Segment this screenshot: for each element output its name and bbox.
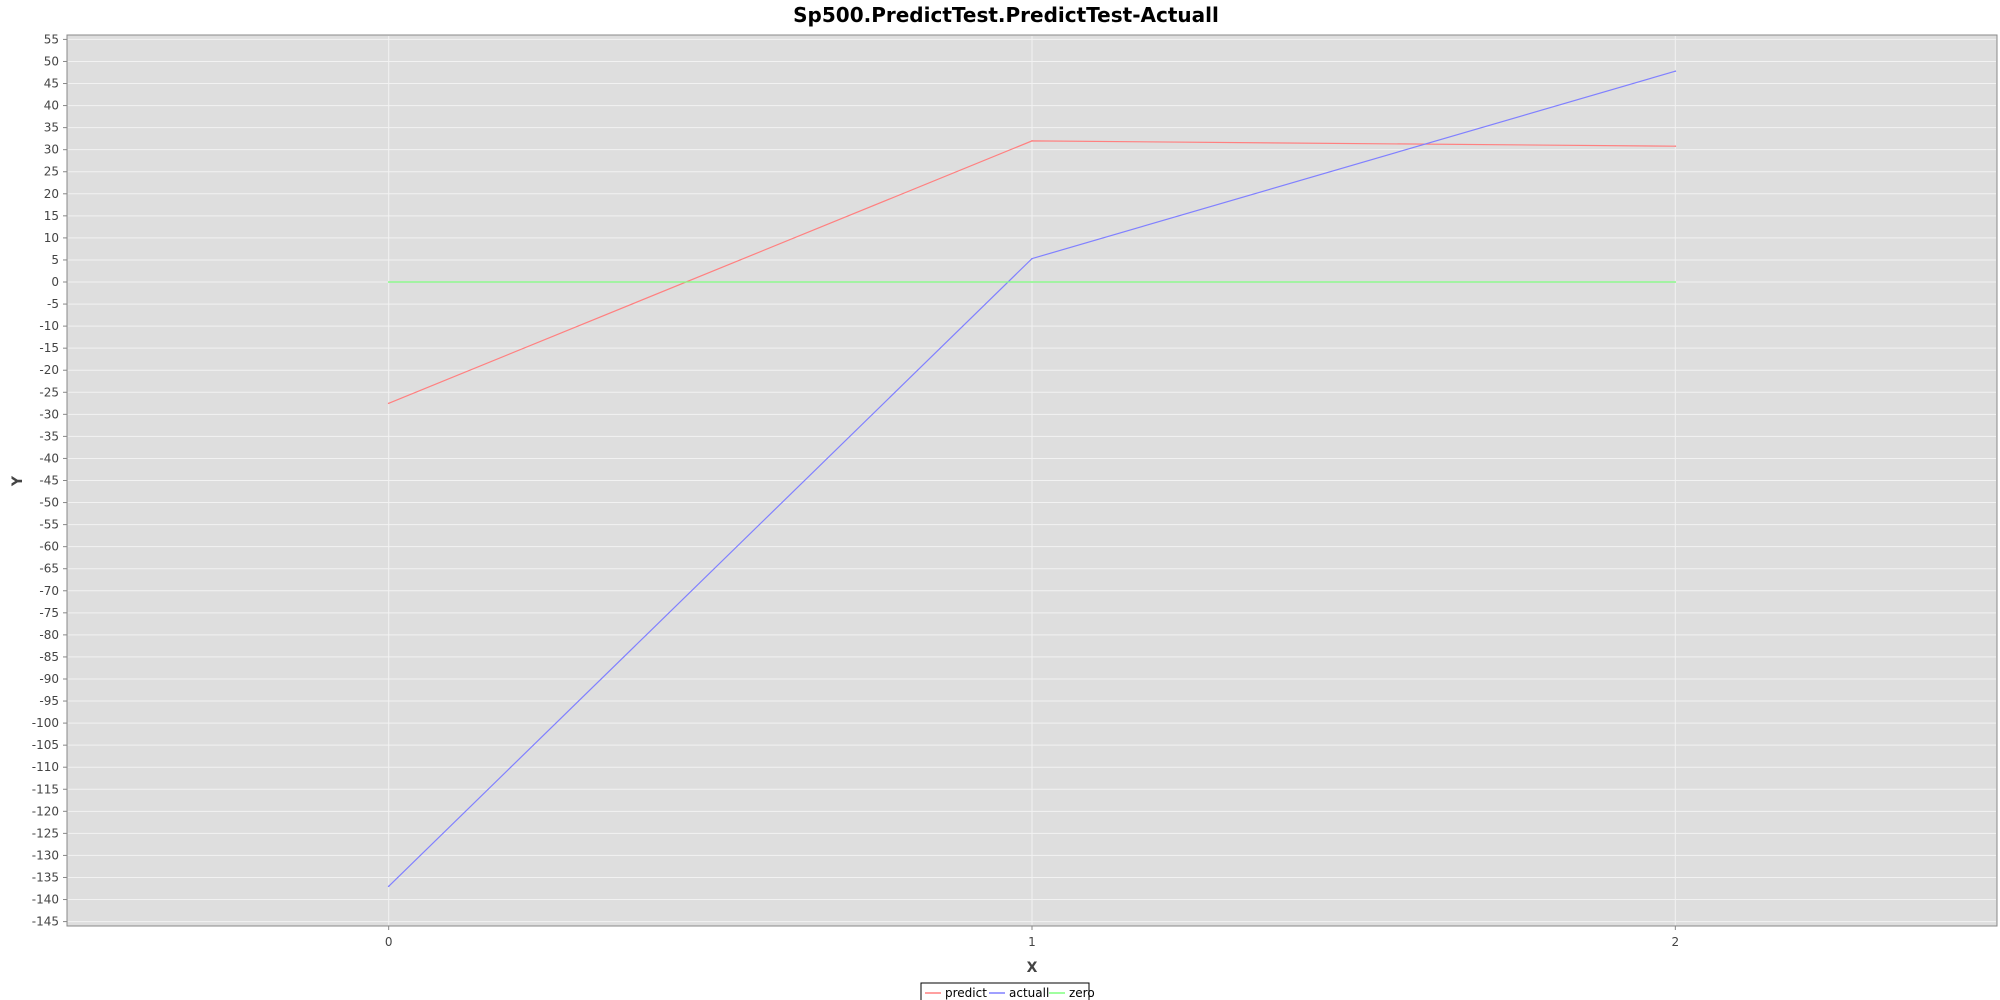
y-tick-label: -75 [39, 606, 59, 620]
y-tick-label: -130 [32, 848, 59, 862]
y-axis-ticks: 5550454035302520151050-5-10-15-20-25-30-… [32, 32, 67, 929]
y-tick-label: 30 [44, 143, 59, 157]
grid-lines [68, 36, 1996, 925]
y-tick-label: 0 [51, 275, 59, 289]
y-tick-label: -90 [39, 672, 59, 686]
y-tick-label: 20 [44, 187, 59, 201]
data-point-actuall [387, 885, 390, 888]
y-tick-label: -100 [32, 716, 59, 730]
x-tick-label: 2 [1672, 935, 1680, 949]
y-tick-label: -115 [32, 782, 59, 796]
x-axis-label: X [1027, 960, 1038, 976]
data-point-zero [1031, 281, 1033, 283]
y-tick-label: 45 [44, 77, 59, 91]
data-point-actuall [1031, 257, 1033, 260]
data-point-predict [387, 402, 390, 405]
y-tick-label: -25 [39, 385, 59, 399]
y-tick-label: 5 [51, 253, 59, 267]
chart-title: Sp500.PredictTest.PredictTest-Actuall [793, 3, 1219, 27]
legend-label-predict: predict [945, 986, 987, 1000]
data-point-predict [1031, 140, 1033, 142]
y-tick-label: -45 [39, 474, 59, 488]
y-tick-label: -60 [39, 540, 59, 554]
y-tick-label: -30 [39, 407, 59, 421]
y-tick-label: -40 [39, 451, 59, 465]
y-tick-label: 10 [44, 231, 59, 245]
y-tick-label: -15 [39, 341, 59, 355]
y-tick-label: -20 [39, 363, 59, 377]
series-lines [387, 70, 1677, 888]
y-tick-label: -95 [39, 694, 59, 708]
y-tick-label: -85 [39, 650, 59, 664]
y-tick-label: -50 [39, 496, 59, 510]
x-tick-label: 0 [385, 935, 393, 949]
x-axis-ticks: 0 1 2 [385, 926, 1679, 949]
y-tick-label: -35 [39, 429, 59, 443]
y-tick-label: -55 [39, 518, 59, 532]
y-tick-label: -145 [32, 915, 59, 929]
y-axis-label: Y [10, 475, 26, 487]
data-point-predict [1674, 145, 1677, 147]
y-tick-label: -80 [39, 628, 59, 642]
y-tick-label: -65 [39, 562, 59, 576]
legend-box [920, 982, 1090, 1000]
data-point-zero [387, 281, 390, 283]
y-tick-label: -120 [32, 804, 59, 818]
y-tick-label: -140 [32, 893, 59, 907]
chart-legend: predict actuall zero [920, 982, 1095, 1000]
y-tick-label: 40 [44, 99, 59, 113]
y-tick-label: 55 [44, 32, 59, 46]
y-tick-label: 35 [44, 121, 59, 135]
y-tick-label: -125 [32, 826, 59, 840]
y-tick-label: -135 [32, 870, 59, 884]
data-point-actuall [1674, 70, 1677, 72]
y-tick-label: -5 [47, 297, 59, 311]
y-tick-label: -110 [32, 760, 59, 774]
y-tick-label: 25 [44, 165, 59, 179]
legend-label-zero: zero [1069, 986, 1095, 1000]
x-tick-label: 1 [1028, 935, 1036, 949]
y-tick-label: -10 [39, 319, 59, 333]
data-point-zero [1674, 281, 1677, 283]
y-tick-label: -105 [32, 738, 59, 752]
y-tick-label: 50 [44, 54, 59, 68]
y-tick-label: 15 [44, 209, 59, 223]
legend-label-actuall: actuall [1009, 986, 1049, 1000]
y-tick-label: -70 [39, 584, 59, 598]
